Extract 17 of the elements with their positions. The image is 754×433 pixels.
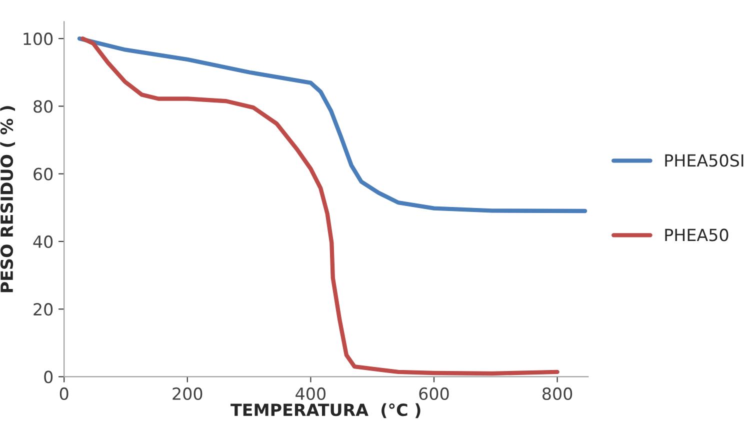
y-tick-label: 20: [34, 303, 53, 316]
x-tick-label: 800: [542, 387, 572, 400]
x-tick-label: 200: [172, 387, 202, 400]
line-series: [80, 36, 560, 376]
legend-label: PHEA50SI: [665, 154, 744, 167]
x-axis-title: TEMPERATURA (°C ): [230, 403, 420, 418]
x-tick-label: 0: [60, 387, 68, 400]
y-axis-title: PESO RESIDUO ( % ): [0, 106, 16, 292]
y-tick-label: 100: [24, 32, 53, 46]
x-tick-label: 400: [296, 387, 326, 400]
line-series: [77, 36, 588, 214]
legend-label: PHEA50: [665, 228, 728, 242]
y-tick-label: 0: [44, 370, 53, 384]
y-tick-label: 80: [34, 100, 53, 113]
y-tick-label: 60: [34, 168, 53, 180]
x-tick-label: 600: [419, 387, 449, 400]
y-tick-label: 40: [33, 235, 53, 248]
